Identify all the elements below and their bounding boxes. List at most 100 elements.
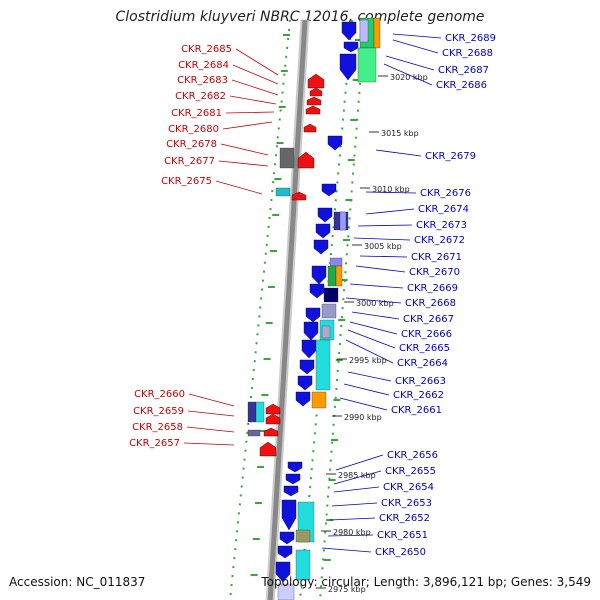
leader-line xyxy=(333,470,382,485)
gene-label-right: CKR_2654 xyxy=(383,482,434,493)
gene-label-right: CKR_2664 xyxy=(397,358,448,369)
leader-line xyxy=(349,321,398,335)
gene-block xyxy=(255,401,265,423)
leader-line xyxy=(383,63,433,86)
reverse-gene-arrow xyxy=(311,265,327,285)
leader-line xyxy=(365,191,417,194)
reverse-gene-arrow xyxy=(315,223,331,239)
leader-line xyxy=(345,297,402,304)
leader-line xyxy=(385,55,435,71)
forward-gene-arrow xyxy=(265,413,281,425)
gene-block xyxy=(357,47,377,83)
reverse-gene-arrow xyxy=(287,461,303,473)
leader-line xyxy=(186,426,235,433)
leader-line xyxy=(229,95,277,105)
gene-label-right: CKR_2662 xyxy=(393,390,444,401)
gene-label-left: CKR_2678 xyxy=(166,139,217,150)
gene-block xyxy=(323,287,339,303)
kbp-tick-label: 2995 kbp xyxy=(349,356,387,365)
kbp-tick-label: 2980 kbp xyxy=(333,528,371,537)
gene-label-right: CKR_2653 xyxy=(381,498,432,509)
kbp-tick-label: 2990 kbp xyxy=(344,413,382,422)
kbp-tick-label: 3010 kbp xyxy=(372,185,410,194)
gene-block xyxy=(335,265,343,287)
leader-line xyxy=(321,547,372,553)
forward-gene-arrow xyxy=(306,96,322,106)
gene-block xyxy=(373,17,381,49)
leader-line xyxy=(347,329,396,349)
leader-line xyxy=(333,486,380,493)
gene-label-right: CKR_2656 xyxy=(387,450,438,461)
gene-label-right: CKR_2671 xyxy=(411,252,462,263)
reverse-gene-arrow xyxy=(305,307,321,323)
gene-block xyxy=(321,325,331,339)
leader-line xyxy=(329,517,376,521)
forward-gene-arrow xyxy=(303,123,317,133)
gene-label-right: CKR_2687 xyxy=(438,65,489,76)
forward-gene-arrow xyxy=(297,151,315,169)
gene-label-right: CKR_2661 xyxy=(391,405,442,416)
gene-label-right: CKR_2667 xyxy=(403,314,454,325)
leader-line xyxy=(339,397,388,411)
leader-line xyxy=(351,311,400,320)
leader-line xyxy=(327,534,374,537)
gene-label-left: CKR_2680 xyxy=(168,124,219,135)
gene-label-right: CKR_2666 xyxy=(401,329,452,340)
gene-label-left: CKR_2658 xyxy=(132,422,183,433)
leader-line xyxy=(225,111,275,114)
leader-line xyxy=(218,160,269,167)
kbp-tick-label: 2975 kbp xyxy=(328,585,366,594)
kbp-tick-label: 3020 kbp xyxy=(390,73,428,82)
reverse-gene-arrow xyxy=(285,473,301,485)
forward-gene-arrow xyxy=(307,73,325,89)
gene-label-right: CKR_2689 xyxy=(445,33,496,44)
kbp-tick-label: 3015 kbp xyxy=(381,129,419,138)
leader-line xyxy=(183,442,235,446)
reverse-gene-arrow xyxy=(297,375,313,391)
gene-block xyxy=(279,147,295,169)
gene-label-right: CKR_2673 xyxy=(416,220,467,231)
gene-block xyxy=(315,339,331,391)
gene-label-right: CKR_2670 xyxy=(409,267,460,278)
reverse-gene-arrow xyxy=(283,485,299,497)
gene-label-left: CKR_2657 xyxy=(129,438,180,449)
gene-label-right: CKR_2674 xyxy=(418,204,469,215)
gene-label-right: CKR_2651 xyxy=(377,530,428,541)
gene-block xyxy=(359,19,369,43)
gene-label-right: CKR_2663 xyxy=(395,376,446,387)
gene-label-right: CKR_2668 xyxy=(405,298,456,309)
kbp-tick-label: 3005 kbp xyxy=(364,242,402,251)
backbone-line xyxy=(267,19,308,600)
gene-block xyxy=(247,401,257,423)
leader-line xyxy=(188,393,235,407)
gene-label-left: CKR_2659 xyxy=(133,406,184,417)
gene-block xyxy=(295,549,311,581)
reverse-gene-arrow xyxy=(309,283,325,299)
gene-label-right: CKR_2652 xyxy=(379,513,430,524)
gene-label-left: CKR_2682 xyxy=(175,91,226,102)
leader-line xyxy=(392,33,442,39)
forward-gene-arrow xyxy=(259,441,277,457)
leader-line xyxy=(347,371,392,382)
gene-label-left: CKR_2685 xyxy=(181,44,232,55)
reverse-gene-arrow xyxy=(275,561,291,583)
leader-line xyxy=(222,121,273,130)
gene-label-right: CKR_2672 xyxy=(414,235,465,246)
gene-label-right: CKR_2688 xyxy=(442,48,493,59)
leader-line xyxy=(232,64,279,85)
forward-gene-arrow xyxy=(309,87,323,97)
gene-label-right: CKR_2679 xyxy=(425,151,476,162)
reverse-gene-arrow xyxy=(301,339,317,359)
gene-label-left: CKR_2675 xyxy=(161,176,212,187)
leader-line xyxy=(187,410,235,417)
kbp-tick-label: 2985 kbp xyxy=(338,471,376,480)
reverse-gene-arrow xyxy=(327,135,343,151)
gene-block xyxy=(311,391,327,409)
reverse-gene-arrow xyxy=(279,531,295,545)
leader-line xyxy=(375,149,422,157)
gene-block xyxy=(247,429,261,437)
reverse-gene-arrow xyxy=(295,391,311,407)
genome-title: Clostridium kluyveri NBRC 12016, complet… xyxy=(115,9,485,25)
gene-block xyxy=(275,187,291,197)
